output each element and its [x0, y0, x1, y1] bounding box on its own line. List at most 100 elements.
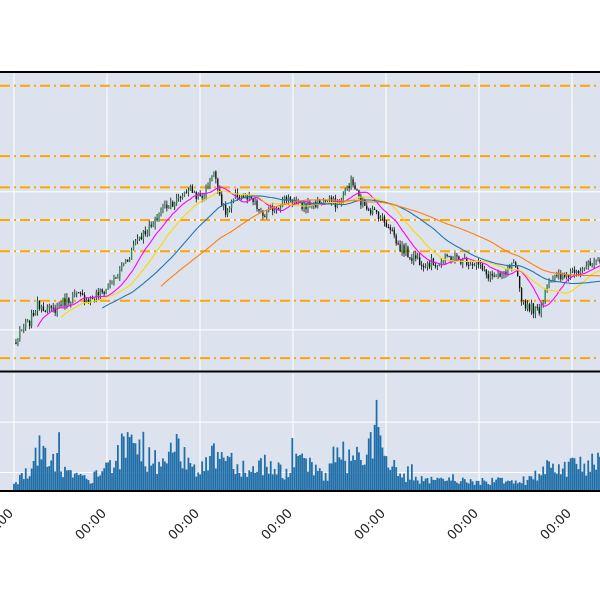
- candle-body-171: [348, 185, 350, 188]
- volume-bar-239: [481, 477, 484, 490]
- volume-bar-33: [77, 475, 80, 490]
- volume-bar-149: [305, 458, 307, 490]
- volume-bar-28: [67, 470, 70, 490]
- volume-bar-143: [293, 467, 296, 490]
- candle-body-281: [564, 274, 566, 277]
- volume-bar-128: [263, 454, 266, 490]
- candle-body-54: [119, 268, 121, 277]
- candle-body-285: [571, 269, 574, 271]
- volume-bar-264: [530, 476, 533, 490]
- candle-body-170: [346, 185, 348, 189]
- candle-body-204: [413, 255, 415, 261]
- volume-bar-217: [438, 478, 441, 490]
- volume-bar-93: [195, 476, 198, 490]
- volume-bar-110: [228, 457, 231, 490]
- candle-body-235: [473, 265, 476, 267]
- volume-bar-243: [489, 484, 492, 490]
- candle-body-2: [17, 338, 19, 344]
- candle-body-284: [569, 270, 572, 278]
- candle-body-118: [244, 195, 246, 198]
- volume-bar-16: [44, 447, 47, 490]
- volume-bar-118: [244, 472, 247, 490]
- volume-bar-167: [340, 459, 343, 490]
- volume-bar-156: [318, 468, 321, 490]
- volume-bar-148: [303, 457, 305, 490]
- candle-body-264: [530, 303, 533, 311]
- candle-body-280: [562, 274, 564, 280]
- candle-body-216: [436, 265, 439, 267]
- candle-body-189: [383, 216, 386, 223]
- candle-body-39: [89, 296, 92, 303]
- candle-body-65: [140, 236, 143, 240]
- volume-bar-75: [160, 466, 162, 490]
- candle-body-246: [495, 274, 497, 277]
- volume-bar-164: [334, 462, 337, 490]
- candle-body-268: [538, 307, 540, 314]
- ma-line-20: [101, 195, 600, 309]
- volume-bar-235: [473, 484, 476, 490]
- candle-body-71: [152, 224, 154, 227]
- volume-bar-62: [134, 443, 137, 490]
- volume-bar-74: [158, 461, 160, 490]
- volume-bar-125: [258, 460, 260, 490]
- volume-bar-59: [128, 437, 131, 490]
- volume-bar-50: [111, 472, 113, 490]
- candle-body-95: [199, 193, 201, 196]
- volume-bar-211: [426, 478, 429, 490]
- volume-bar-280: [561, 468, 564, 490]
- volume-bar-190: [385, 456, 388, 490]
- candle-body-21: [54, 307, 56, 313]
- candle-body-223: [450, 256, 452, 261]
- volume-bar-242: [487, 483, 490, 490]
- volume-bar-245: [493, 482, 496, 490]
- volume-bar-248: [499, 477, 501, 490]
- candle-body-126: [260, 210, 262, 212]
- candle-body-297: [595, 259, 597, 261]
- candle-body-239: [481, 264, 484, 270]
- volume-bar-10: [32, 460, 35, 490]
- candle-body-44: [99, 289, 101, 296]
- candle-body-252: [507, 266, 509, 275]
- candle-body-173: [352, 179, 354, 186]
- candle-body-191: [387, 226, 390, 228]
- volume-bar-147: [301, 453, 303, 490]
- candle-body-55: [121, 265, 123, 269]
- volume-bar-36: [83, 475, 86, 490]
- volume-bar-176: [358, 452, 360, 490]
- volume-bar-66: [142, 431, 145, 490]
- candle-body-49: [109, 284, 111, 286]
- candle-body-137: [281, 200, 284, 208]
- volume-bar-219: [442, 478, 445, 490]
- candle-body-63: [136, 238, 139, 241]
- volume-bar-131: [269, 461, 272, 490]
- volume-bar-5: [22, 479, 25, 490]
- x-tick-label-2: 00:00: [166, 506, 203, 543]
- volume-bar-105: [218, 458, 221, 490]
- candle-body-134: [275, 208, 278, 210]
- candle-body-36: [83, 294, 86, 303]
- volume-bar-285: [571, 457, 574, 490]
- volume-bar-208: [420, 476, 423, 490]
- candle-body-50: [111, 283, 113, 285]
- candle-body-62: [134, 240, 137, 245]
- volume-bar-212: [428, 483, 431, 490]
- candle-body-114: [236, 192, 239, 198]
- volume-bar-142: [291, 437, 294, 490]
- moving-averages: [37, 186, 600, 328]
- volume-bar-185: [375, 399, 378, 490]
- candle-body-74: [158, 213, 160, 221]
- candle-body-288: [577, 271, 580, 274]
- candle-body-258: [518, 276, 521, 289]
- candle-body-254: [511, 262, 513, 268]
- volume-bar-177: [360, 459, 362, 490]
- volume-bar-34: [79, 474, 82, 490]
- volume-bar-182: [369, 432, 372, 490]
- volume-bar-95: [199, 474, 202, 490]
- candle-body-161: [328, 197, 331, 201]
- volume-bar-121: [250, 472, 253, 490]
- volume-bar-35: [81, 475, 84, 490]
- candle-body-168: [342, 195, 344, 204]
- candle-body-212: [428, 263, 431, 268]
- volume-bar-30: [71, 477, 74, 490]
